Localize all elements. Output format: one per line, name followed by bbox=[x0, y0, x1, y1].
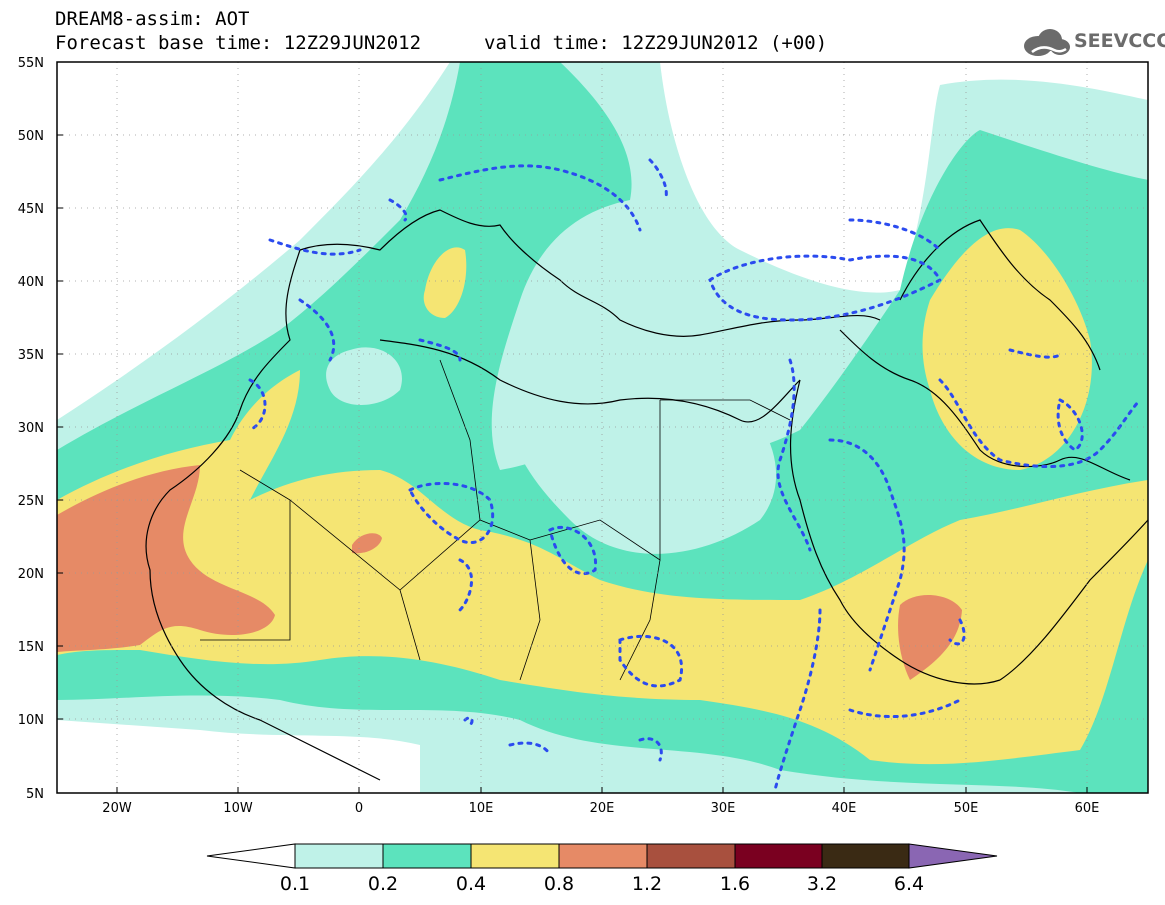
lat-label: 55N bbox=[18, 56, 44, 71]
colorbar-cell bbox=[734, 843, 823, 869]
country-borders bbox=[200, 359, 791, 681]
aot-region-light bbox=[326, 347, 402, 405]
colorbar-cell bbox=[558, 843, 648, 869]
lon-label: 10E bbox=[469, 801, 494, 816]
lat-labels: 55N 50N 45N 40N 35N 30N 25N 20N 15N 10N … bbox=[18, 56, 44, 802]
forecast-base-time: Forecast base time: 12Z29JUN2012 bbox=[55, 32, 422, 54]
aot-region-high bbox=[922, 228, 1092, 470]
lat-label: 50N bbox=[18, 129, 44, 144]
lon-label: 40E bbox=[832, 801, 857, 816]
seevccc-logo: SEEVCCC bbox=[1018, 24, 1165, 60]
colorbar bbox=[206, 843, 998, 869]
aot-region-light bbox=[508, 342, 777, 554]
colorbar-tick: 0.2 bbox=[368, 873, 398, 895]
valid-time: valid time: 12Z29JUN2012 (+00) bbox=[484, 32, 828, 54]
lat-label: 25N bbox=[18, 494, 44, 509]
lat-label: 40N bbox=[18, 275, 44, 290]
cloud-icon bbox=[1024, 29, 1070, 56]
axis-ticks bbox=[57, 61, 1088, 794]
colorbar-cell bbox=[646, 843, 736, 869]
lat-label: 30N bbox=[18, 421, 44, 436]
colorbar-tick: 6.4 bbox=[894, 873, 924, 895]
lon-label: 10W bbox=[223, 801, 253, 816]
colorbar-tick: 3.2 bbox=[807, 873, 837, 895]
aot-region-high bbox=[57, 370, 1148, 765]
colorbar-cell bbox=[294, 843, 384, 869]
aot-region-veryhigh bbox=[898, 594, 962, 680]
aot-region-veryhigh bbox=[352, 533, 382, 554]
lat-label: 35N bbox=[18, 348, 44, 363]
aot-region-clear bbox=[57, 62, 420, 380]
lat-label: 20N bbox=[18, 567, 44, 582]
lat-label: 5N bbox=[26, 787, 44, 802]
lon-label: 60E bbox=[1075, 801, 1100, 816]
aot-region-clear bbox=[1090, 62, 1148, 100]
colorbar-tick: 1.2 bbox=[632, 873, 662, 895]
aot-region-veryhigh bbox=[57, 465, 275, 652]
colorbar-cell bbox=[382, 843, 472, 869]
aot-region-high bbox=[423, 247, 467, 318]
colorbar-tick: 0.4 bbox=[456, 873, 486, 895]
colorbar-tick: 0.1 bbox=[280, 873, 310, 895]
colorbar-under bbox=[206, 843, 296, 869]
colorbar-tick: 1.6 bbox=[720, 873, 750, 895]
aot-region-clear bbox=[660, 62, 930, 263]
colorbar-over bbox=[908, 843, 998, 869]
dotted-contours bbox=[248, 158, 1142, 792]
lon-label: 0 bbox=[355, 801, 363, 816]
lat-label: 10N bbox=[18, 713, 44, 728]
colorbar-cell bbox=[470, 843, 560, 869]
logo-text: SEEVCCC bbox=[1074, 30, 1165, 52]
chart-title: DREAM8-assim: AOT bbox=[55, 8, 250, 30]
colorbar-tick: 0.8 bbox=[544, 873, 574, 895]
lat-label: 45N bbox=[18, 202, 44, 217]
lat-label: 15N bbox=[18, 640, 44, 655]
lon-label: 20E bbox=[590, 801, 615, 816]
colorbar-ticks: 0.1 0.2 0.4 0.8 1.2 1.6 3.2 6.4 bbox=[280, 873, 924, 895]
lon-labels: 20W 10W 0 10E 20E 30E 40E 50E 60E bbox=[102, 801, 1099, 816]
lon-label: 20W bbox=[102, 801, 132, 816]
colorbar-cell bbox=[821, 843, 910, 869]
lon-label: 50E bbox=[954, 801, 979, 816]
lon-label: 30E bbox=[711, 801, 736, 816]
aot-region-clear bbox=[57, 720, 420, 793]
